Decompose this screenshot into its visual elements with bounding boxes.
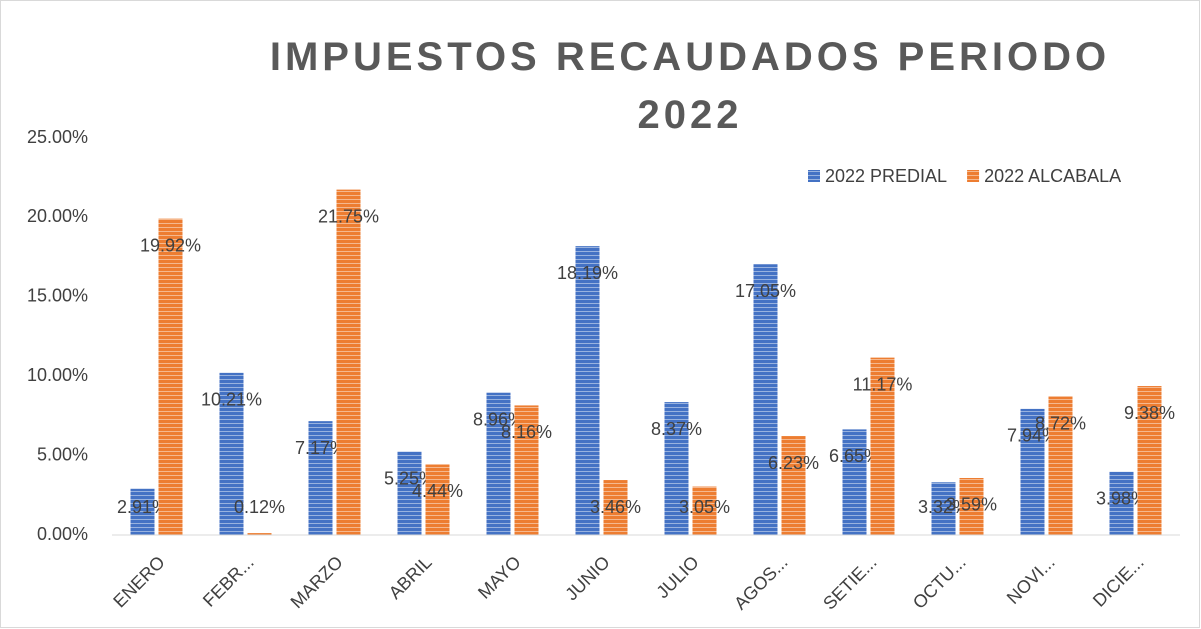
data-label: 3.32% bbox=[918, 497, 969, 517]
legend-swatch bbox=[967, 170, 980, 182]
bar bbox=[603, 480, 628, 535]
data-label: 17.05% bbox=[735, 281, 796, 301]
data-label: 3.46% bbox=[590, 497, 641, 517]
data-label: 0.12% bbox=[234, 497, 285, 517]
bar bbox=[336, 189, 361, 536]
data-label: 10.21% bbox=[201, 390, 262, 410]
bar bbox=[1109, 471, 1134, 535]
data-label: 2.91% bbox=[117, 497, 168, 517]
bar bbox=[870, 357, 895, 535]
bar bbox=[397, 451, 422, 535]
bar bbox=[931, 482, 956, 535]
bar bbox=[781, 436, 806, 535]
y-tick-label: 5.00% bbox=[37, 444, 88, 464]
data-label: 6.65% bbox=[829, 446, 880, 466]
bar bbox=[158, 218, 183, 535]
bar bbox=[247, 533, 272, 535]
legend-label: 2022 ALCABALA bbox=[984, 166, 1121, 186]
legend-swatch bbox=[808, 170, 820, 182]
bar bbox=[575, 246, 600, 535]
bar bbox=[842, 429, 867, 535]
y-tick-label: 0.00% bbox=[37, 524, 88, 544]
data-label: 8.96% bbox=[473, 409, 524, 429]
data-label: 7.94% bbox=[1007, 426, 1058, 446]
data-label: 8.72% bbox=[1035, 413, 1086, 433]
data-label: 21.75% bbox=[318, 206, 379, 226]
bar bbox=[959, 477, 984, 535]
data-label: 3.59% bbox=[946, 495, 997, 515]
bar bbox=[130, 488, 155, 535]
data-label: 3.05% bbox=[679, 497, 730, 517]
bar bbox=[486, 392, 511, 535]
data-label: 18.19% bbox=[557, 263, 618, 283]
y-tick-label: 20.00% bbox=[27, 206, 88, 226]
chart-title: IMPUESTOS RECAUDADOS PERIODO 2022 bbox=[269, 35, 1111, 137]
y-tick-label: 25.00% bbox=[27, 127, 88, 147]
data-label: 5.25% bbox=[384, 468, 435, 488]
bar bbox=[753, 264, 778, 535]
bar bbox=[308, 421, 333, 535]
bar bbox=[219, 372, 244, 535]
legend-label: 2022 PREDIAL bbox=[825, 166, 947, 186]
data-label: 3.98% bbox=[1096, 489, 1147, 509]
bar bbox=[514, 405, 539, 535]
bar bbox=[425, 464, 450, 535]
bar bbox=[1048, 396, 1073, 535]
bar bbox=[692, 486, 717, 535]
y-tick-label: 10.00% bbox=[27, 365, 88, 385]
data-label: 9.38% bbox=[1124, 403, 1175, 423]
bar bbox=[1020, 408, 1045, 535]
data-label: 7.17% bbox=[295, 438, 346, 458]
data-label: 11.17% bbox=[853, 374, 913, 394]
data-label: 19.92% bbox=[140, 235, 201, 255]
data-label: 4.44% bbox=[412, 481, 463, 501]
data-label: 6.23% bbox=[768, 453, 819, 473]
data-label: 8.16% bbox=[501, 422, 552, 442]
bar bbox=[664, 402, 689, 535]
y-tick-label: 15.00% bbox=[27, 286, 88, 306]
bar bbox=[1137, 386, 1162, 535]
data-label: 8.37% bbox=[651, 419, 702, 439]
